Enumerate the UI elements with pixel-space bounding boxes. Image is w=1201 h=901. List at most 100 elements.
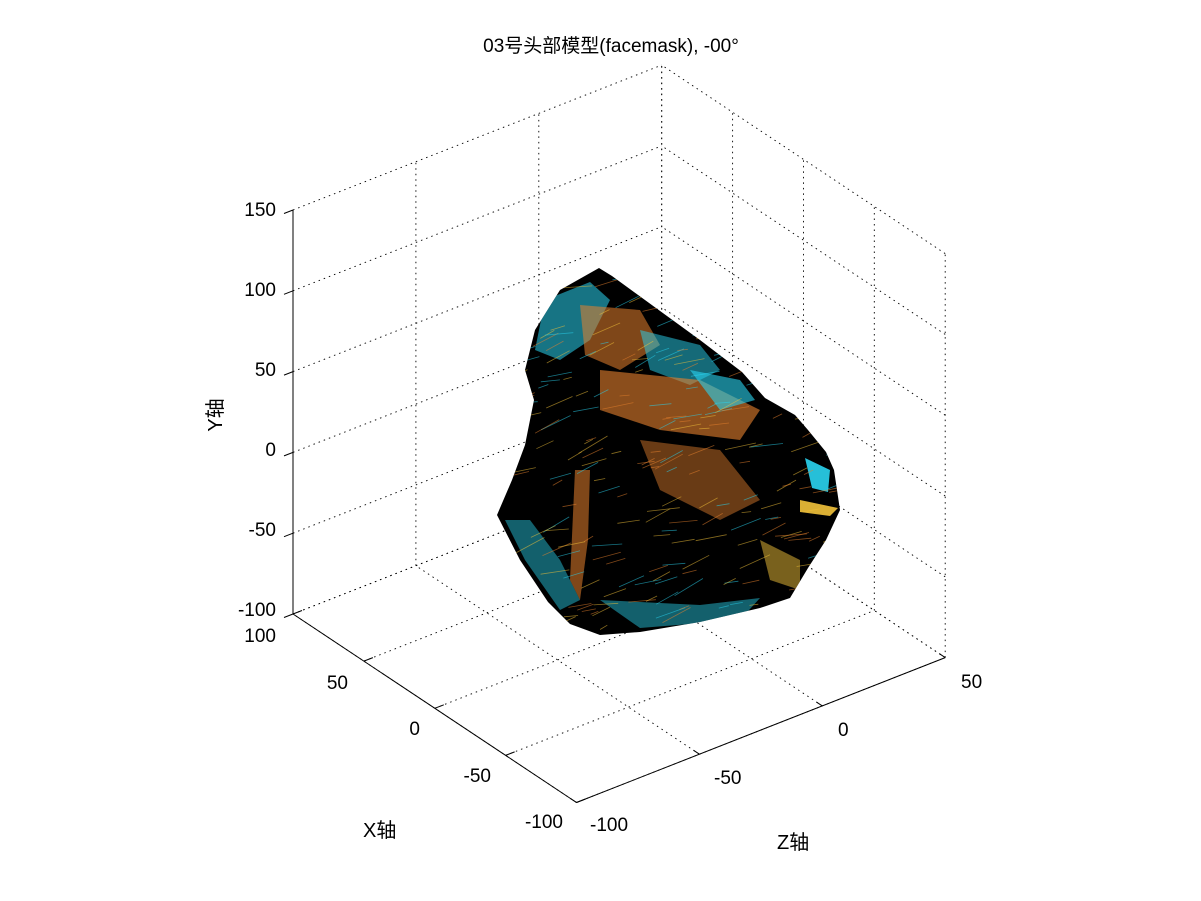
mesh-line [679,605,690,610]
mesh-line [542,542,572,556]
mesh-line [635,369,643,373]
mesh-line [783,532,810,540]
mesh-line [772,413,783,419]
mesh-line [622,353,636,361]
mesh-line [577,603,594,611]
mesh-line [611,450,622,455]
mesh-line [649,403,672,407]
x-tick [292,610,303,615]
mesh-line [661,529,677,532]
z-tick [816,701,823,707]
mesh-line [689,469,700,475]
mesh-line [656,591,679,605]
z-tick-label: 0 [838,720,849,741]
grid-line [505,610,875,756]
mesh-line [582,447,604,459]
mesh-line [670,423,702,431]
mesh-line [742,579,760,585]
z-tick-label: -50 [714,768,741,789]
y-tick-label: 50 [255,360,276,381]
mesh-line [682,362,699,371]
mesh-line [653,534,671,537]
mesh-line [599,309,610,315]
mesh-line [550,325,566,331]
mesh-line [812,487,840,494]
mesh-line [721,406,750,412]
mesh-line [673,413,702,420]
mesh-line [682,569,697,575]
mesh-line [538,384,549,389]
mesh-line [562,503,577,508]
mesh-line [546,340,564,351]
mesh-line [743,494,758,501]
mesh-line [782,483,791,487]
head-surface [497,268,840,635]
mesh-line [547,371,572,378]
y-tick [283,451,294,457]
mesh-line [586,437,597,442]
z-tick [693,749,700,755]
mesh-line [575,390,589,397]
mesh-line [628,599,656,603]
grid-line [292,226,662,373]
mesh-line [540,379,560,383]
mesh-line [730,518,761,531]
mesh-line [657,348,685,361]
grid-line [292,64,662,211]
y-tick-label: 0 [265,440,276,461]
mesh-line [654,453,683,470]
mesh-line [637,460,655,464]
y-tick [283,613,294,618]
mesh-line [707,403,717,409]
mesh-line [603,588,627,598]
mesh-line [579,351,597,360]
side-patch-cyan [505,520,580,610]
crown-patch-orange [580,305,660,370]
y-tick-label: -50 [249,520,276,541]
mesh-line [652,571,671,582]
mesh-line [536,440,554,450]
mesh-line [788,537,812,541]
mesh-line [598,485,620,494]
mesh-line [589,342,615,356]
x-tick-label: -50 [464,766,491,787]
mesh-line [709,422,730,426]
mesh-line [807,554,818,559]
mesh-line [765,516,779,520]
mesh-line [725,442,756,450]
mesh-line [799,486,812,490]
mesh-line [808,535,820,542]
mesh-line [762,522,786,536]
mesh-line [634,579,662,586]
x-tick [434,704,444,709]
mesh-line [793,467,808,476]
mesh-line [714,401,731,404]
mesh-line [704,408,733,415]
forehead-patch-cyan [640,330,720,385]
mesh-line [563,615,579,618]
x-tick-label: 100 [244,626,276,647]
cheek-patch-orange [640,440,760,520]
mesh-line [741,511,752,513]
mesh-line [552,479,563,486]
mesh-line [646,507,680,512]
mesh-line [593,389,609,398]
mesh-line [576,462,599,474]
mesh-line [671,538,695,544]
mesh-line [666,466,677,473]
mesh-line [760,502,782,510]
mesh-line [650,466,660,469]
mesh-line [641,458,655,466]
y-tick [283,532,294,538]
mesh-line [558,541,586,548]
x-axis-label: X轴 [363,819,396,842]
x-tick-label: -100 [525,812,563,833]
y-tick [283,209,294,214]
tick-marks [283,209,946,803]
x-tick [576,798,586,803]
mesh-line [568,603,592,608]
y-tick-label: 150 [244,200,276,221]
y-axis-label: Y轴 [204,398,227,431]
mesh-line [655,347,670,354]
